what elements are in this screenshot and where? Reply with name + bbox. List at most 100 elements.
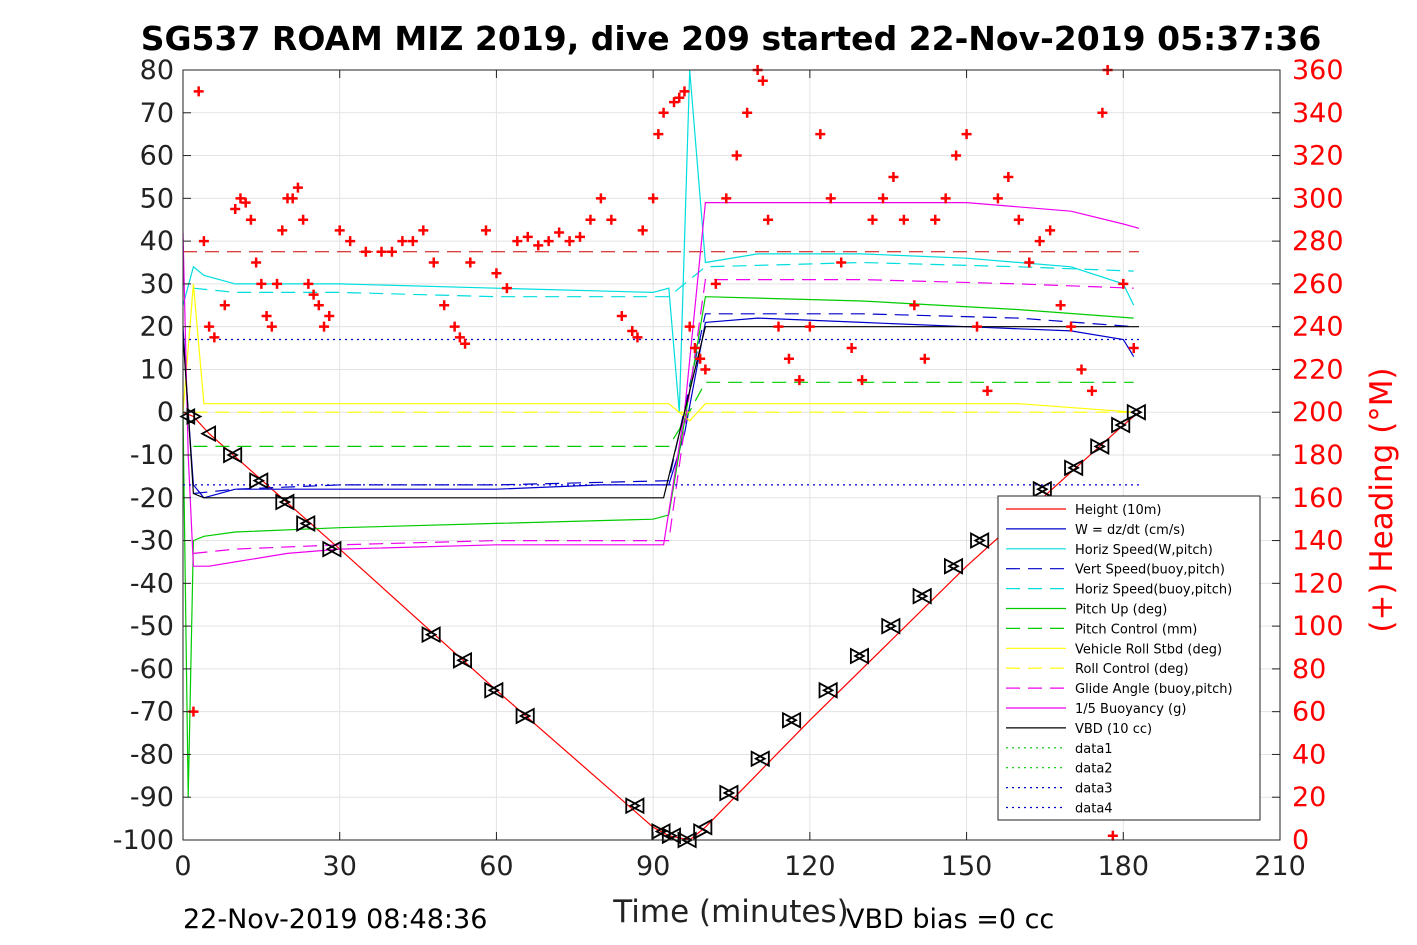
heading-point [240,197,251,208]
depth-marker [186,407,203,426]
heading-point [585,214,596,225]
depth-marker [912,587,929,605]
depth-marker [1064,459,1080,477]
depth-marker [849,647,866,665]
y-right-tick-label: 360 [1292,55,1344,86]
heading-point [261,310,272,321]
depth-marker [881,617,898,635]
heading-point [480,225,491,236]
depth-marker [223,446,239,464]
legend-label: 1/5 Buoyancy (g) [1075,702,1186,717]
depth-marker [750,750,767,768]
depth-marker [696,818,713,836]
legend-box [997,495,1261,821]
legend-label: W = dz/dt (cm/s) [1075,523,1185,538]
legend-label: data2 [1075,762,1113,777]
legend-label: data3 [1075,782,1113,797]
depth-marker [782,711,798,729]
depth-marker [226,446,243,464]
depth-marker [818,681,835,699]
depth-marker [424,626,441,644]
heading-point [1066,321,1077,332]
series-line-7 [182,283,1134,422]
heading-point [930,214,941,225]
y-right-tick-label: 40 [1292,739,1326,770]
heading-point [763,214,774,225]
heading-point [857,375,868,386]
heading-point [449,321,460,332]
footer-timestamp: 22-Nov-2019 08:48:36 [183,904,487,935]
depth-marker [973,532,990,550]
legend-label: Glide Angle (buoy,pitch) [1075,682,1233,697]
heading-point [554,227,565,238]
heading-point [689,343,700,354]
series-layer [182,69,1140,841]
x-tick-label: 150 [941,851,993,882]
depth-marker [484,681,501,699]
heading-point [632,332,643,343]
heading-point [251,257,262,268]
heading-point [846,343,857,354]
heading-point [428,257,439,268]
heading-point [245,214,256,225]
heading-point [794,375,805,386]
heading-point [543,236,554,247]
y-tick-label: -100 [113,825,174,856]
heading-point [465,257,476,268]
heading-point [501,283,512,294]
depth-marker [299,514,316,532]
depth-marker [821,681,838,699]
y-right-tick-label: 260 [1292,269,1344,300]
heading-point [360,246,371,257]
y-axis-right: 0 20 40 60 80 100 120 140 160 180 200 220 240 260 280 3… [1272,55,1344,856]
heading-point [1097,107,1108,118]
heading-point [679,86,690,97]
depth-marker [665,827,681,845]
depth-marker [785,711,802,729]
depth-marker [1090,437,1107,455]
depth-marker [325,540,342,558]
depth-marker [1114,416,1131,434]
y-tick-label: -50 [130,611,174,642]
heading-point [653,129,664,140]
heading-point [757,75,768,86]
depth-marker [661,827,678,845]
depth-marker [1093,437,1110,455]
depth-marker [275,493,292,511]
heading-point [512,236,523,247]
heading-point [454,332,465,343]
depth-marker [884,617,901,635]
y-right-tick-label: 20 [1292,782,1326,813]
y-right-tick-label: 220 [1292,354,1344,385]
heading-point [898,214,909,225]
heading-point [407,236,418,247]
heading-point [1076,364,1087,375]
heading-point [877,193,888,204]
depth-marker [515,707,532,725]
heading-point [637,225,648,236]
heading-point [836,257,847,268]
heading-point [1107,830,1118,841]
y-axis-right-label: (+) Heading (°M) [1364,367,1400,632]
heading-point [773,321,784,332]
heading-point [386,246,397,257]
heading-point [1003,171,1014,182]
legend-label: data1 [1075,742,1113,757]
depth-marker [944,557,960,575]
depth-marker [915,587,932,605]
y-right-tick-label: 340 [1292,98,1344,129]
heading-point [982,385,993,396]
heading-point [491,268,502,279]
series-line-9 [193,279,1134,554]
heading-point [731,150,742,161]
y-tick-label: 50 [140,183,174,214]
legend-label: Roll Control (deg) [1075,662,1189,677]
depth-marker [421,626,438,644]
heading-point [564,236,575,247]
y-tick-label: -90 [130,782,174,813]
depth-marker [1067,459,1084,477]
depth-marker [249,472,266,490]
heading-point [961,129,972,140]
depth-marker [1130,403,1146,421]
